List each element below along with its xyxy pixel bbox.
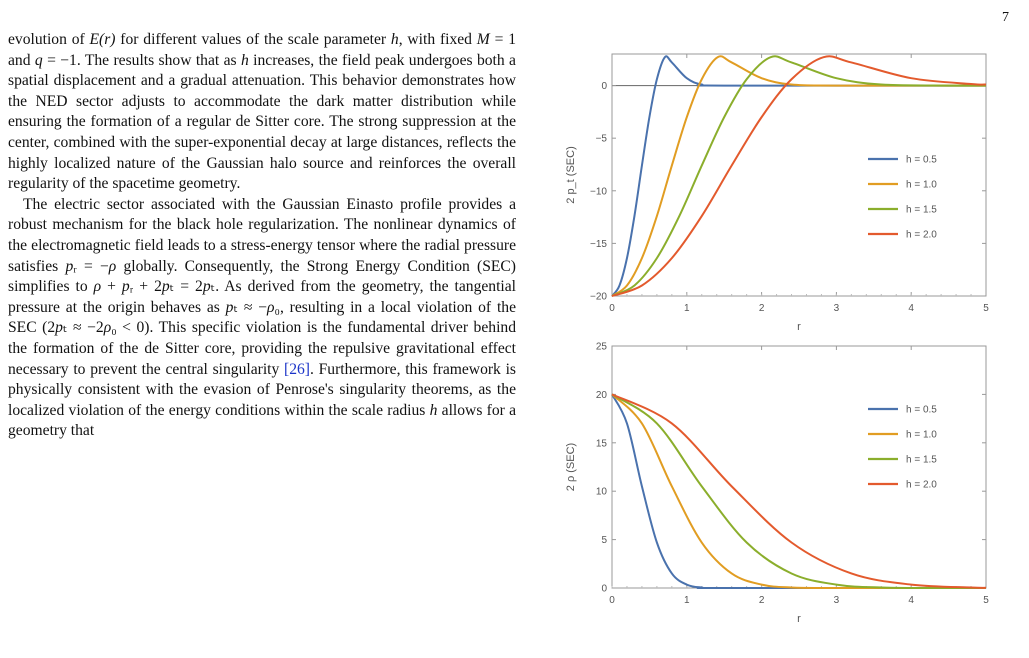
p2-run: ρ [103,319,112,337]
y-tick-label: −5 [596,134,608,145]
series-line-h05 [611,55,987,297]
paragraph-2: The electric sector associated with the … [8,195,516,442]
paragraph-1: evolution of E(r) for different values o… [8,30,516,195]
legend-label: h = 2.0 [906,480,937,491]
chart-pt-svg: 0 1 2 3 4 5 0 −5 −10 −15 −20 r 2 p_t (SEC) h = 0.5 h =… [565,53,989,333]
p2-run: ₜ. As derived from the geometry, the tan… [8,278,517,316]
legend-label: h = 0.5 [906,405,937,416]
x-tick-label: 2 [759,303,765,314]
series-line-h05 [611,393,987,590]
y-tick-label: −20 [590,292,607,303]
p1-run: E(r) [89,31,116,48]
text-column: evolution of E(r) for different values o… [8,30,516,442]
y-axis-label: 2 p_t (SEC) [565,146,577,203]
series-line-h10 [611,393,987,590]
p2-run: . Furthermore, this framework is physica… [8,360,516,419]
p1-run: q [34,51,43,69]
p2-run: ₀ < 0). This specific violation is the f… [8,319,516,378]
x-axis-label: r [797,321,801,333]
x-tick-label: 2 [759,595,765,606]
plot-frame [611,345,987,589]
p2-run: + [101,278,122,296]
p2-run: ᵣ + 2 [129,278,162,296]
plot-frame [611,53,987,297]
p1-run: for different values of the scale parame… [115,31,391,48]
p2-run: ρ [108,257,117,275]
page-number: 7 [1002,10,1009,25]
x-tick-label: 1 [684,595,690,606]
citation-link[interactable]: [26] [284,360,310,378]
p2-run: ₜ ≈ − [233,298,268,316]
p1-run: = −1. The results show that as [42,51,241,69]
y-tick-label: 5 [601,535,607,546]
p2-run: p [65,257,74,275]
x-tick-label: 5 [983,595,989,606]
y-tick-label: 20 [596,390,608,401]
series-line-h20 [611,55,987,297]
x-axis-label: r [797,613,801,625]
p2-run: h [429,401,438,419]
series-line-h20 [611,393,987,589]
p2-run: p [55,319,63,337]
p2-run: ρ [267,298,275,316]
p2-run: ₜ ≈ −2 [62,319,104,337]
chart-pt: 0 1 2 3 4 5 0 −5 −10 −15 −20 r 2 p_t (SEC) h = 0.5 h =… [552,44,1002,343]
legend-label: h = 1.5 [906,205,937,216]
series-line-h15 [611,55,987,297]
y-tick-label: 0 [601,584,607,595]
y-tick-label: 0 [601,81,607,92]
legend-label: h = 1.0 [906,180,937,191]
legend-label: h = 1.0 [906,430,937,441]
chart-rho: 0 1 2 3 4 5 0 5 10 15 20 25 r 2 ρ (SEC) h = 0.5 h = 1.0… [552,336,1002,635]
p2-run: The electric sector associated with the … [8,195,516,275]
p2-run: globally. Consequently, the Strong Energ… [8,257,516,296]
p1-run: h [240,51,249,69]
p2-run: p [225,298,234,316]
p1-run: M [476,31,490,48]
x-tick-label: 0 [609,303,615,314]
p1-run: h [390,31,399,48]
p1-run: = 1 and [8,31,517,69]
x-tick-label: 5 [983,303,989,314]
x-tick-label: 3 [834,595,840,606]
y-tick-label: −15 [590,239,607,250]
p2-run: p [202,278,211,296]
x-tick-label: 1 [684,303,690,314]
x-tick-label: 0 [609,595,615,606]
p1-run: , with fixed [398,31,477,48]
legend-label: h = 1.5 [906,455,937,466]
y-axis-label: 2 ρ (SEC) [565,443,577,491]
y-tick-label: 10 [596,487,608,498]
p2-run: p [161,278,170,296]
legend-label: h = 2.0 [906,230,937,241]
p2-run: ₜ = 2 [169,278,203,296]
p1-run: increases, the field peak undergoes both… [8,51,516,193]
p2-run: allows for a geometry that [8,401,517,440]
p2-run: ᵣ = − [73,257,109,275]
x-tick-label: 4 [908,595,914,606]
legend-label: h = 0.5 [906,155,937,166]
x-tick-label: 3 [834,303,840,314]
y-tick-label: 25 [596,342,608,353]
y-tick-label: −10 [590,186,607,197]
p2-run: ρ [93,278,102,296]
chart-rho-svg: 0 1 2 3 4 5 0 5 10 15 20 25 r 2 ρ (SEC) h = 0.5 h = 1.0… [565,342,989,626]
p1-run: evolution of [8,31,90,48]
x-tick-label: 4 [908,303,914,314]
p2-run: p [121,278,130,296]
y-tick-label: 15 [596,438,608,449]
p2-run: ₀, resulting in a local violation of the… [8,298,516,337]
series-line-h15 [611,393,987,590]
series-line-h10 [611,55,987,297]
